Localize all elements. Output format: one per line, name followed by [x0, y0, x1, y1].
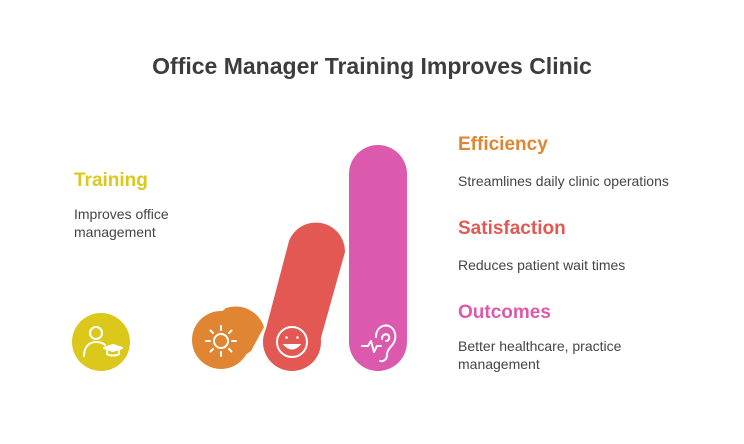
efficiency-heading-text: Efficiency [458, 134, 548, 155]
efficiency-description: Streamlines daily clinic operations [458, 172, 669, 190]
training-description-line-2: management [74, 224, 156, 240]
training-heading-text: Training [74, 170, 148, 191]
gear-sun-icon [205, 325, 237, 357]
outcomes-heading-text: Outcomes [458, 302, 551, 323]
satisfaction-description-line-1: Reduces patient wait times [458, 257, 626, 273]
outcomes-heading: Outcomes [458, 302, 551, 324]
satisfaction-heading: Satisfaction [458, 218, 566, 240]
satisfaction-description: Reduces patient wait times [458, 256, 625, 274]
outcomes-description-line-2: management [458, 356, 540, 372]
efficiency-heading: Efficiency [458, 134, 548, 156]
training-description-line-1: Improves office [74, 206, 169, 222]
training-heading: Training [74, 170, 148, 192]
smiley-face-icon [276, 326, 308, 358]
training-description: Improves office management [74, 205, 169, 241]
satisfaction-heading-text: Satisfaction [458, 218, 566, 239]
efficiency-description-line-1: Streamlines daily clinic operations [458, 173, 669, 189]
page-title: Office Manager Training Improves Clinic [152, 53, 592, 79]
outcomes-description-line-1: Better healthcare, practice [458, 338, 622, 354]
outcomes-description: Better healthcare, practice management [458, 337, 621, 373]
outcomes-bar [349, 145, 407, 371]
ear-pulse-icon [361, 324, 397, 363]
graduate-user-icon [83, 326, 123, 357]
